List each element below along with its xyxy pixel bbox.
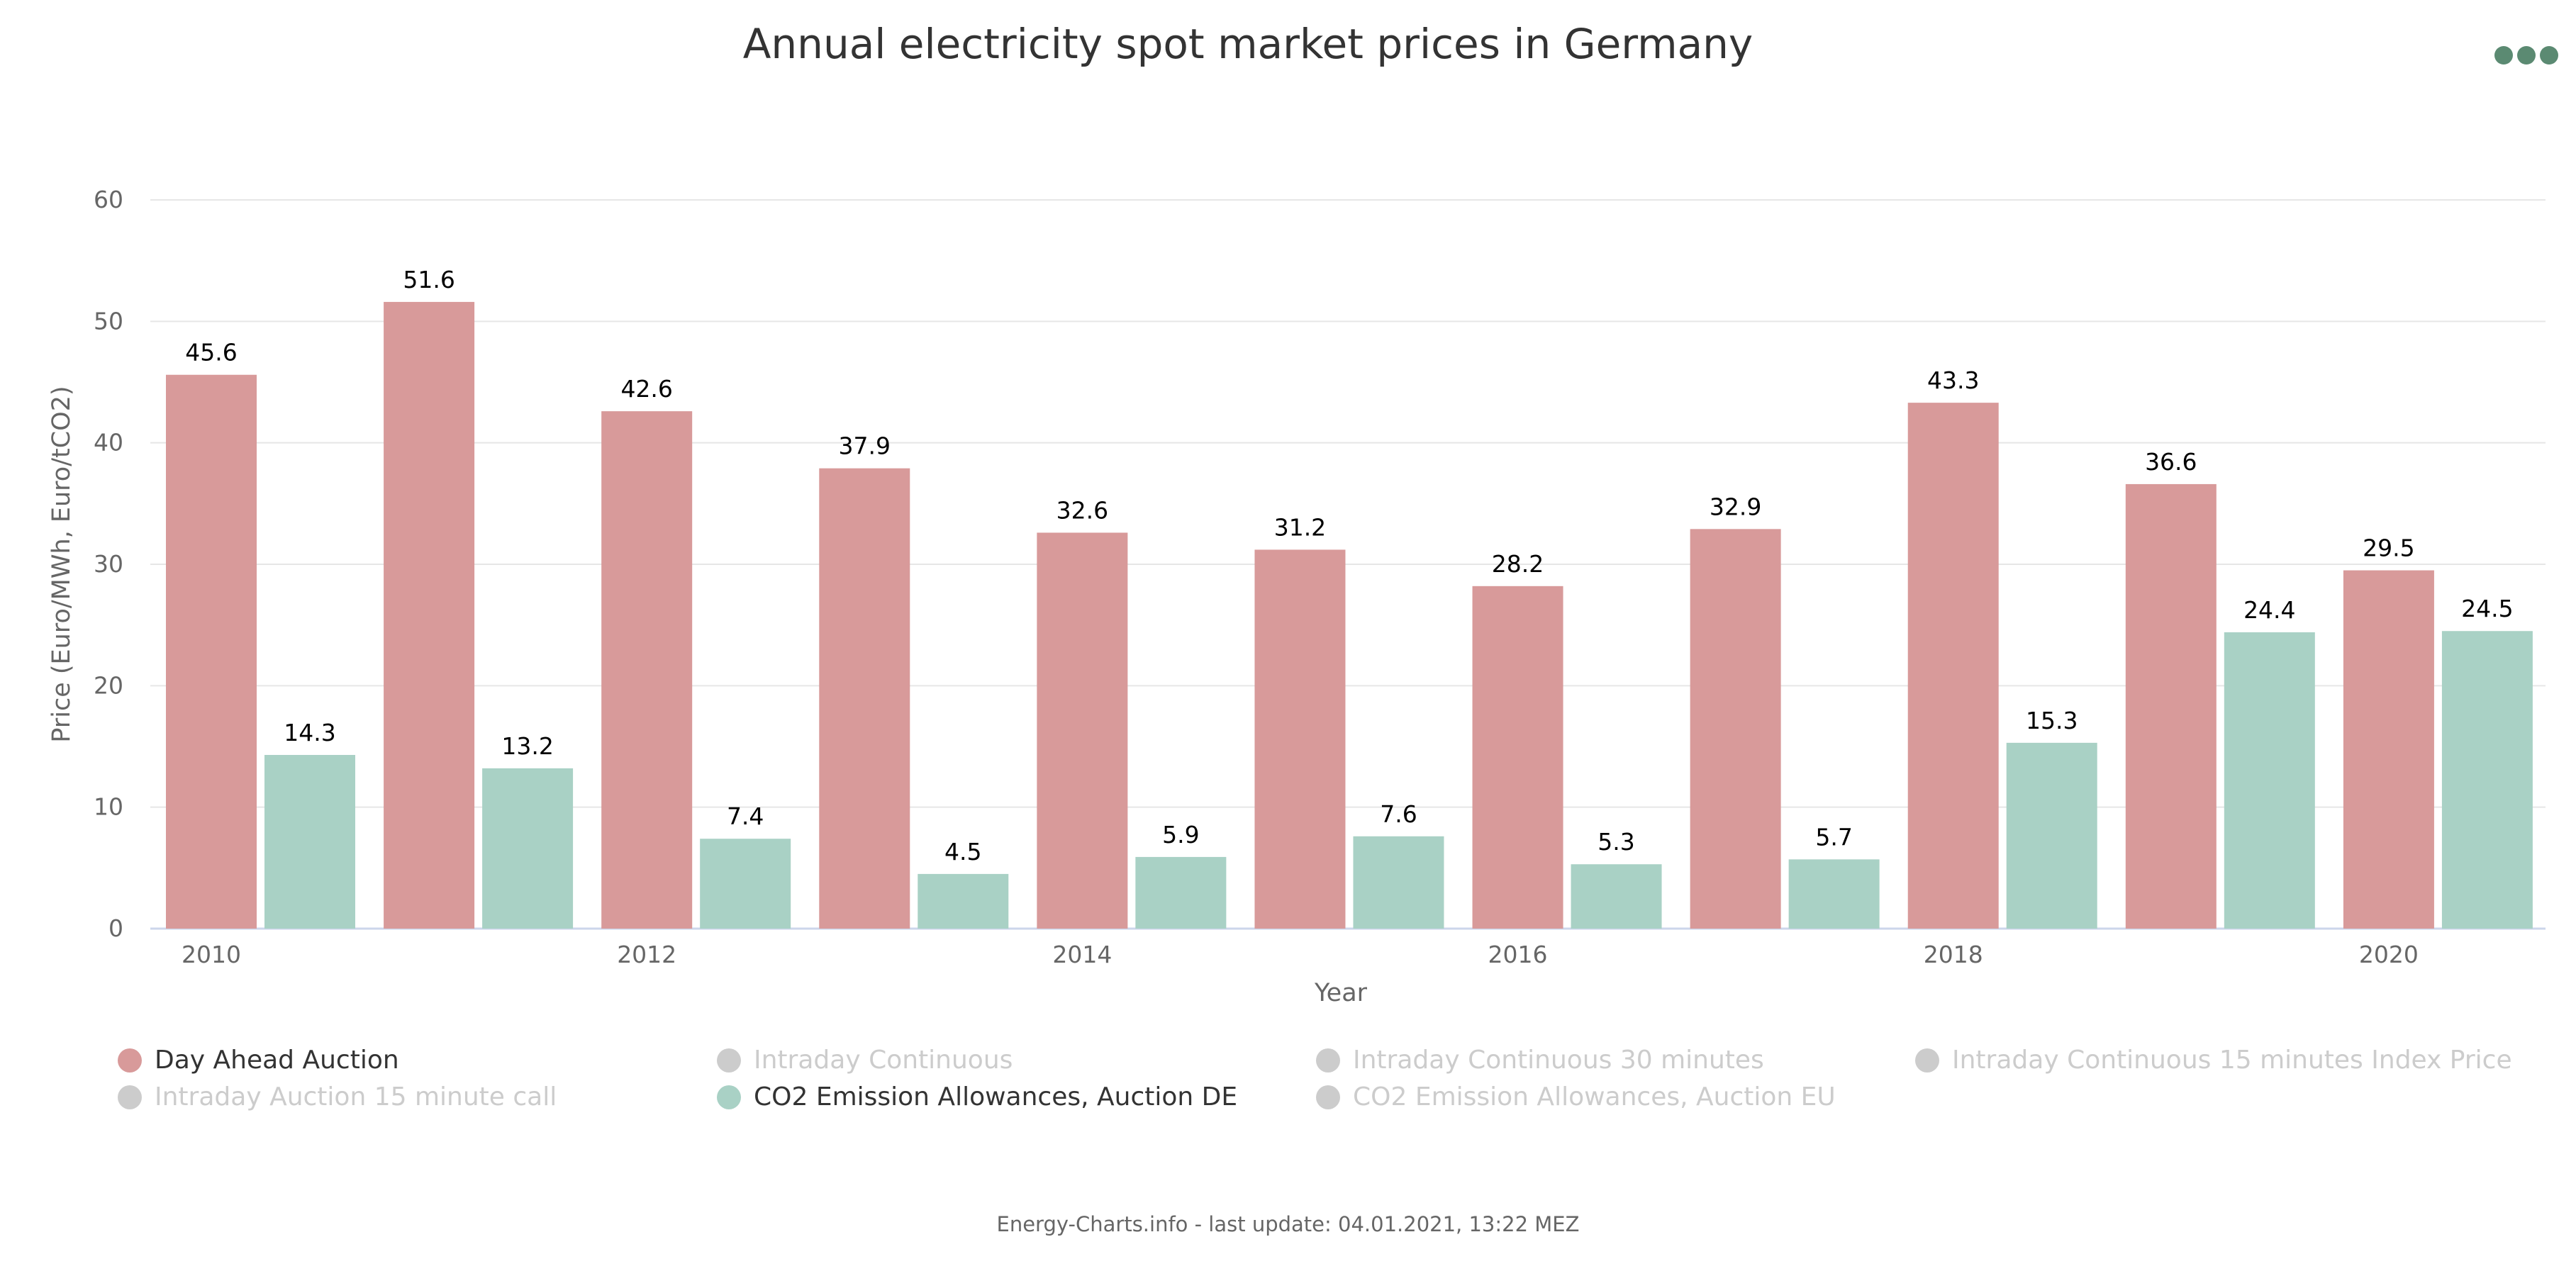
legend-item[interactable]: Day Ahead Auction — [118, 1046, 399, 1075]
legend-item[interactable]: CO2 Emission Allowances, Auction DE — [717, 1082, 1237, 1112]
x-tick-label: 2014 — [1052, 941, 1112, 968]
y-tick-label: 10 — [94, 793, 123, 821]
data-label: 14.3 — [284, 719, 335, 746]
bar[interactable] — [384, 301, 475, 929]
bar[interactable] — [601, 411, 693, 929]
data-label: 5.7 — [1815, 823, 1852, 851]
x-tick-label: 2016 — [1488, 941, 1548, 968]
chart-menu-button[interactable] — [2494, 44, 2558, 67]
data-label: 24.5 — [2461, 595, 2513, 622]
data-label: 36.6 — [2145, 448, 2197, 476]
y-tick-label: 50 — [94, 307, 123, 335]
x-tick-label: 2010 — [182, 941, 241, 968]
legend-marker-icon — [717, 1048, 741, 1073]
bar[interactable] — [1907, 403, 1999, 929]
legend-label: Intraday Continuous 30 minutes — [1353, 1046, 1764, 1075]
data-label: 15.3 — [2026, 707, 2078, 734]
plot-area: 0 10 20 30 40 50 60 45.6 51.6 42.6 37.9 32.6 31.2 28.… — [48, 186, 2546, 1007]
legend-item[interactable]: Intraday Continuous 30 minutes — [1316, 1046, 1764, 1075]
ellipsis-icon — [2494, 46, 2513, 65]
chart-title: Annual electricity spot market prices in… — [742, 20, 1753, 68]
data-label: 5.9 — [1162, 821, 1199, 849]
data-label: 51.6 — [403, 266, 455, 293]
bar[interactable] — [166, 374, 257, 929]
data-label: 13.2 — [501, 732, 553, 760]
data-label: 45.6 — [185, 339, 237, 366]
ellipsis-icon — [2540, 46, 2558, 65]
legend-marker-icon — [118, 1048, 142, 1073]
x-tick-label: 2020 — [2359, 941, 2419, 968]
bar[interactable] — [1353, 836, 1444, 929]
legend-marker-icon — [1915, 1048, 1939, 1073]
data-label: 29.5 — [2363, 534, 2414, 562]
legend-label: Day Ahead Auction — [155, 1046, 399, 1075]
data-label: 5.3 — [1598, 828, 1634, 856]
data-label: 28.2 — [1492, 550, 1544, 578]
legend-label: Intraday Continuous — [754, 1046, 1013, 1075]
y-tick-label: 40 — [94, 429, 123, 457]
data-label: 7.6 — [1380, 800, 1417, 828]
ellipsis-icon — [2517, 46, 2536, 65]
bar[interactable] — [2125, 483, 2217, 929]
bar[interactable] — [1254, 549, 1346, 929]
data-label: 32.6 — [1056, 496, 1108, 524]
legend-item[interactable]: Intraday Auction 15 minute call — [118, 1082, 557, 1112]
bar[interactable] — [264, 754, 355, 929]
data-label: 7.4 — [727, 802, 764, 830]
legend-label: CO2 Emission Allowances, Auction EU — [1353, 1082, 1836, 1112]
legend-marker-icon — [118, 1085, 142, 1109]
data-label: 24.4 — [2243, 596, 2295, 624]
bar[interactable] — [1037, 532, 1128, 929]
y-axis-title: Price (Euro/MWh, Euro/tCO2) — [48, 386, 76, 742]
y-tick-label: 0 — [108, 914, 123, 942]
data-label: 32.9 — [1710, 493, 1761, 520]
bar[interactable] — [1690, 529, 1781, 929]
bar[interactable] — [1788, 859, 1880, 929]
bar[interactable] — [2343, 570, 2434, 929]
x-tick-label: 2018 — [1924, 941, 1983, 968]
bar[interactable] — [1135, 856, 1227, 929]
data-label: 31.2 — [1274, 513, 1326, 541]
legend-item[interactable]: CO2 Emission Allowances, Auction EU — [1316, 1082, 1836, 1112]
legend-marker-icon — [1316, 1048, 1340, 1073]
legend-label: Intraday Continuous 15 minutes Index Pri… — [1952, 1046, 2512, 1075]
bar[interactable] — [819, 468, 910, 929]
x-tick-label: 2012 — [617, 941, 676, 968]
credits: Energy-Charts.info - last update: 04.01.… — [996, 1212, 1580, 1236]
bar[interactable] — [1472, 586, 1563, 929]
bar[interactable] — [700, 839, 791, 929]
bar[interactable] — [2441, 631, 2533, 929]
data-label: 37.9 — [839, 432, 891, 460]
data-label: 4.5 — [944, 838, 981, 866]
legend-marker-icon — [717, 1085, 741, 1109]
data-label: 42.6 — [620, 375, 672, 403]
bar[interactable] — [2006, 742, 2097, 929]
legend-item[interactable]: Intraday Continuous 15 minutes Index Pri… — [1915, 1046, 2512, 1075]
x-axis-title: Year — [1314, 979, 1368, 1007]
bar[interactable] — [1571, 864, 1662, 929]
bar[interactable] — [482, 768, 574, 929]
legend-item[interactable]: Intraday Continuous — [717, 1046, 1013, 1075]
y-tick-label: 20 — [94, 671, 123, 699]
bar[interactable] — [2224, 632, 2315, 929]
bar[interactable] — [918, 873, 1009, 929]
y-tick-label: 60 — [94, 186, 123, 213]
legend-marker-icon — [1316, 1085, 1340, 1109]
legend-label: Intraday Auction 15 minute call — [155, 1082, 557, 1112]
data-label: 43.3 — [1927, 366, 1979, 394]
y-tick-label: 30 — [94, 550, 123, 578]
legend-label: CO2 Emission Allowances, Auction DE — [754, 1082, 1238, 1112]
